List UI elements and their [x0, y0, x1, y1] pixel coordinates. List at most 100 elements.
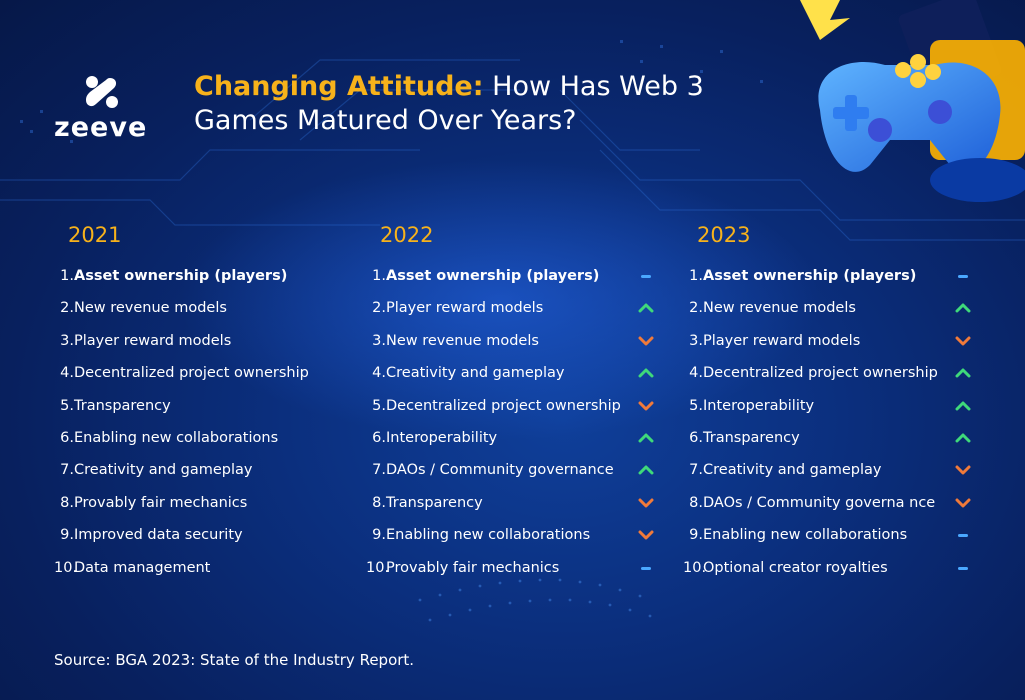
brand-name: zeeve — [54, 112, 148, 143]
rank-number: 6. — [372, 430, 386, 446]
item-label: Provably fair mechanics — [74, 494, 248, 511]
column-2022: 2022 1.Asset ownership (players) 2.Player… — [366, 222, 654, 576]
rank-number: 10. — [366, 559, 390, 576]
list-item: 5.Interoperability — [683, 394, 814, 418]
list-item: 9.Enabling new collaborations — [683, 523, 907, 547]
rank-number: 5. — [689, 397, 703, 414]
column-2023: 2023 1.Asset ownership (players) 2.New re… — [683, 222, 971, 576]
rank-number: 7. — [60, 462, 74, 479]
list-item: 8.Transparency — [366, 491, 483, 515]
list-item: 4.Decentralized project ownership — [54, 361, 309, 385]
item-label: New revenue models — [703, 300, 856, 317]
title-accent: Changing Attitude: — [194, 71, 484, 102]
rank-number: 5. — [60, 397, 74, 414]
list-item: 1.Asset ownership (players) — [54, 264, 287, 288]
rank-number: 1. — [60, 268, 74, 284]
title-line1: How Has Web 3 — [492, 71, 704, 102]
list-item: 5.Transparency — [54, 394, 171, 418]
list-item: 2.Player reward models — [366, 296, 543, 320]
list-item: 6.Interoperability — [366, 426, 497, 450]
item-label: New revenue models — [74, 300, 227, 317]
rank-number: 2. — [689, 300, 703, 317]
trend-up-icon — [955, 368, 971, 378]
item-label: Data management — [74, 559, 211, 576]
item-label: Provably fair mechanics — [386, 559, 560, 576]
item-label: Player reward models — [74, 332, 232, 349]
item-label: Player reward models — [386, 300, 544, 317]
trend-up-icon — [638, 465, 654, 475]
rank-number: 10. — [54, 559, 78, 576]
list-item: 1.Asset ownership (players) — [683, 264, 916, 288]
rank-number: 1. — [689, 268, 703, 284]
column-2021: 2021 1.Asset ownership (players) 2.New re… — [54, 222, 309, 576]
list-item: 1.Asset ownership (players) — [366, 264, 599, 288]
trend-down-icon — [955, 336, 971, 346]
item-label: New revenue models — [386, 332, 539, 349]
rank-number: 8. — [689, 494, 703, 511]
list-item: 3.Player reward models — [683, 329, 860, 353]
year-heading: 2021 — [68, 223, 122, 247]
trend-down-icon — [638, 530, 654, 540]
rank-number: 6. — [689, 430, 703, 446]
page-title: Changing Attitude: How Has Web 3 Games M… — [194, 70, 704, 138]
list-item: 2.New revenue models — [683, 296, 856, 320]
trend-same-icon — [958, 275, 968, 278]
item-label: Enabling new collaborations — [386, 527, 591, 544]
list-item: 4.Creativity and gameplay — [366, 361, 564, 385]
trend-down-icon — [638, 401, 654, 411]
year-heading: 2023 — [697, 223, 751, 247]
item-label: Transparency — [386, 494, 483, 511]
rank-number: 3. — [60, 332, 74, 349]
list-item: 6.Transparency — [683, 426, 800, 450]
item-label: Improved data security — [74, 527, 243, 544]
rank-number: 4. — [689, 365, 703, 382]
rank-number: 3. — [372, 332, 386, 349]
zeeve-logo-mark-icon — [86, 76, 118, 108]
trend-same-icon — [641, 566, 651, 570]
rank-number: 5. — [372, 397, 386, 414]
list-item: 7.Creativity and gameplay — [683, 458, 882, 482]
rank-number: 9. — [60, 527, 74, 544]
trend-up-icon — [955, 401, 971, 411]
trend-up-icon — [955, 433, 971, 443]
trend-up-icon — [955, 303, 971, 313]
list-item: 4.Decentralized project ownership — [683, 361, 938, 385]
rank-number: 8. — [372, 494, 386, 511]
item-label: Enabling new collaborations — [703, 527, 908, 544]
item-label: Enabling new collaborations — [74, 430, 279, 446]
item-label: Player reward models — [703, 332, 861, 349]
list-item: 8.DAOs / Community governa nce — [683, 491, 935, 515]
rank-number: 6. — [60, 430, 74, 446]
item-label: Decentralized project ownership — [386, 397, 621, 414]
trend-same-icon — [958, 534, 968, 538]
trend-down-icon — [638, 336, 654, 346]
item-label: Interoperability — [386, 430, 498, 446]
trend-same-icon — [958, 566, 968, 570]
list-item: 8.Provably fair mechanics — [54, 491, 247, 515]
rank-number: 3. — [689, 332, 703, 349]
rank-number: 2. — [372, 300, 386, 317]
item-label: DAOs / Community governa nce — [703, 494, 936, 511]
list-item: 5.Decentralized project ownership — [366, 394, 621, 418]
list-item: 10.Provably fair mechanics — [366, 556, 559, 580]
rank-number: 9. — [689, 527, 703, 544]
item-label: Creativity and gameplay — [74, 462, 253, 479]
rank-number: 7. — [689, 462, 703, 479]
trend-down-icon — [638, 498, 654, 508]
gamepad-illustration-icon — [800, 0, 1025, 202]
item-label: Asset ownership (players) — [386, 268, 600, 284]
rank-number: 4. — [372, 365, 386, 382]
list-item: 2.New revenue models — [54, 296, 227, 320]
item-label: Transparency — [703, 430, 800, 446]
list-item: 6.Enabling new collaborations — [54, 426, 278, 450]
item-label: Asset ownership (players) — [74, 268, 288, 284]
item-label: Creativity and gameplay — [703, 462, 882, 479]
rank-number: 8. — [60, 494, 74, 511]
item-label: Transparency — [74, 397, 171, 414]
list-item: 9.Improved data security — [54, 523, 243, 547]
trend-down-icon — [955, 498, 971, 508]
rank-number: 1. — [372, 268, 386, 284]
rank-number: 10. — [683, 559, 707, 576]
list-item: 3.Player reward models — [54, 329, 231, 353]
